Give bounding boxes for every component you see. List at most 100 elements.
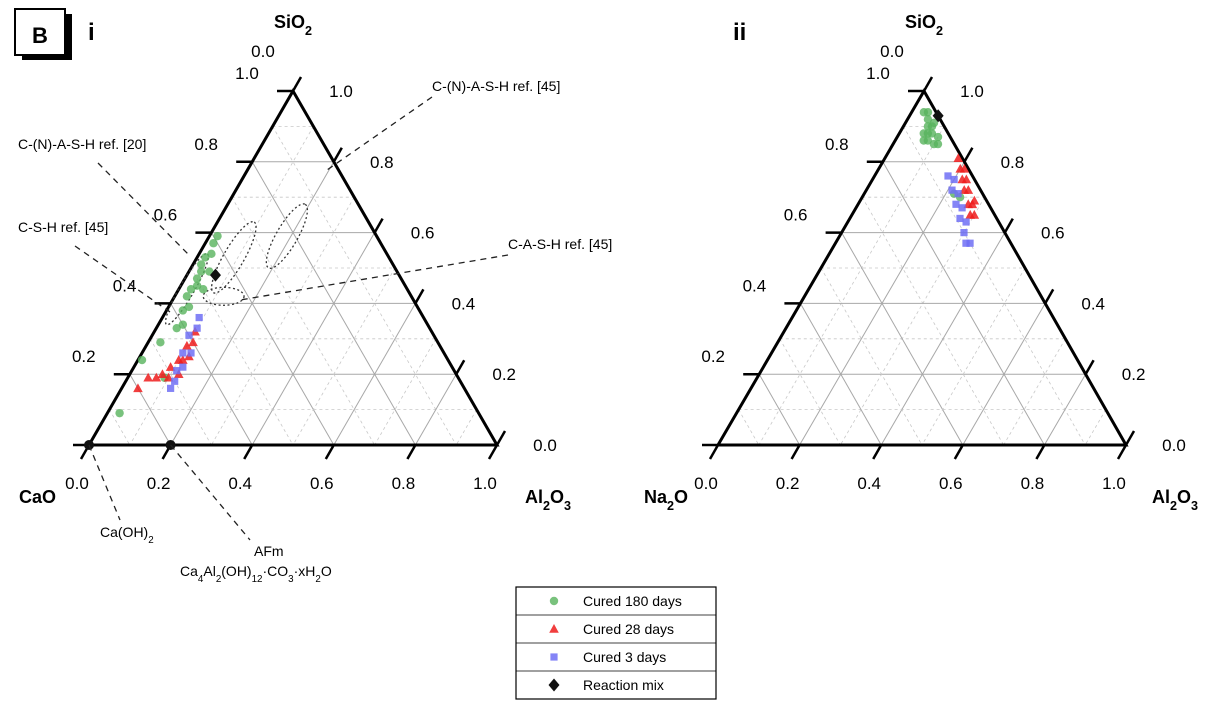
data-point (171, 377, 179, 385)
data-point (948, 186, 956, 194)
data-point (157, 369, 168, 378)
tick-label: 0.0 (65, 474, 89, 493)
series-circle (115, 231, 222, 418)
annotation-leader (88, 444, 121, 521)
data-point (173, 355, 184, 364)
legend-label: Reaction mix (583, 677, 664, 693)
tick-mark (414, 288, 425, 305)
tick-label: 1.0 (235, 64, 259, 83)
tick-label: 0.8 (370, 153, 394, 172)
grid-line (903, 126, 1086, 446)
ticks (73, 76, 507, 460)
reference-points: Ca(OH)2 AFm Ca4Al2(OH)12·CO3·xH2O (84, 440, 332, 585)
apex-label-top: SiO2 (274, 12, 312, 38)
tick-label: 1.0 (329, 82, 353, 101)
apex-label-right: Al2O3 (1152, 487, 1198, 513)
reference-point-label: Ca4Al2(OH)12·CO3·xH2O (180, 563, 332, 585)
reference-ellipse (210, 221, 257, 294)
data-point (962, 239, 970, 247)
data-point (919, 108, 929, 117)
data-point (167, 384, 175, 392)
tick-mark (953, 444, 964, 460)
data-point (207, 249, 216, 259)
legend-label: Cured 28 days (583, 621, 674, 637)
data-points (115, 231, 222, 418)
data-point (165, 362, 176, 371)
tick-label: 0.0 (694, 474, 718, 493)
ternary-plot-i: i0.0 0.2 0.4 0.6 0.8 1.01.00.80.60.40.20.00.0… (18, 12, 612, 585)
series-triangle (953, 153, 980, 219)
tick-mark (708, 444, 720, 460)
tick-label: 0.6 (411, 224, 435, 243)
tick-label: 0.8 (1021, 474, 1045, 493)
data-point (192, 281, 202, 290)
tick-mark (373, 217, 384, 234)
series-square (167, 313, 203, 392)
reference-ellipse (202, 286, 245, 306)
tick-label: 0.2 (1122, 365, 1146, 384)
series-circle (919, 108, 965, 202)
tick-label: 0.2 (72, 347, 96, 366)
data-point (958, 204, 966, 212)
data-point (213, 231, 222, 241)
apex-label-left: CaO (19, 487, 56, 507)
tick-label: 0.4 (857, 474, 881, 493)
data-point (969, 195, 980, 205)
data-point (950, 175, 958, 184)
panel-label: i (88, 19, 95, 46)
grid-line (1043, 373, 1087, 446)
panel-label: ii (733, 19, 746, 46)
legend-marker (548, 678, 560, 692)
data-point (178, 320, 188, 329)
tick-label: 0.4 (452, 294, 476, 313)
data-point (187, 349, 195, 357)
tick-label: 0.6 (154, 206, 178, 225)
data-point (156, 338, 165, 347)
tick-mark (1044, 288, 1055, 305)
tick-label: 0.4 (113, 276, 137, 295)
data-point (969, 209, 980, 219)
data-point (195, 313, 203, 322)
grid-line (149, 338, 212, 446)
grid-line (861, 197, 1004, 446)
grid-line (292, 267, 396, 446)
legend-label: Cured 3 days (583, 649, 666, 665)
tick-label: 0.4 (743, 276, 767, 295)
tick-labels: 0.0 0.2 0.4 0.6 0.8 1.0 1.0 0.8 0.6 0.4 0.2 0.0 0.0 0… (65, 42, 557, 493)
tick-mark (922, 76, 934, 92)
annotation-label: C-A-S-H ref. [45] (508, 236, 612, 252)
data-point (186, 285, 196, 294)
data-point (172, 323, 181, 333)
data-point (151, 372, 162, 382)
annotation-label: C-S-H ref. [45] (18, 219, 108, 235)
ternary-plot-ii: ii0.0 0.2 0.4 0.6 0.8 1.01.00.80.60.40.20.00.… (644, 12, 1198, 513)
reference-point-label: Ca(OH)2 (100, 524, 154, 546)
data-point (185, 331, 193, 339)
data-point (919, 129, 928, 138)
data-point (962, 218, 970, 226)
grid-line (414, 373, 457, 446)
grid-line (1003, 338, 1066, 446)
series-diamond (932, 109, 944, 123)
grid-line (779, 338, 841, 446)
tick-label: 0.8 (1001, 153, 1025, 172)
data-point (961, 174, 972, 184)
data-point (966, 239, 974, 247)
data-point (209, 239, 218, 248)
grid-line (799, 303, 882, 446)
data-point (932, 109, 944, 123)
data-point (954, 190, 962, 198)
grid-line (374, 338, 437, 446)
data-point (179, 349, 187, 357)
tick-label: 0.0 (880, 42, 904, 61)
tick-label: 0.4 (1081, 294, 1105, 313)
tick-label: 0.8 (194, 135, 218, 154)
data-point (179, 363, 187, 371)
annotation-leader (239, 254, 509, 301)
data-point (197, 260, 206, 269)
legend-marker (549, 596, 559, 606)
grid-line (211, 197, 355, 446)
triangle-frame (86, 87, 500, 447)
data-point (201, 253, 210, 262)
